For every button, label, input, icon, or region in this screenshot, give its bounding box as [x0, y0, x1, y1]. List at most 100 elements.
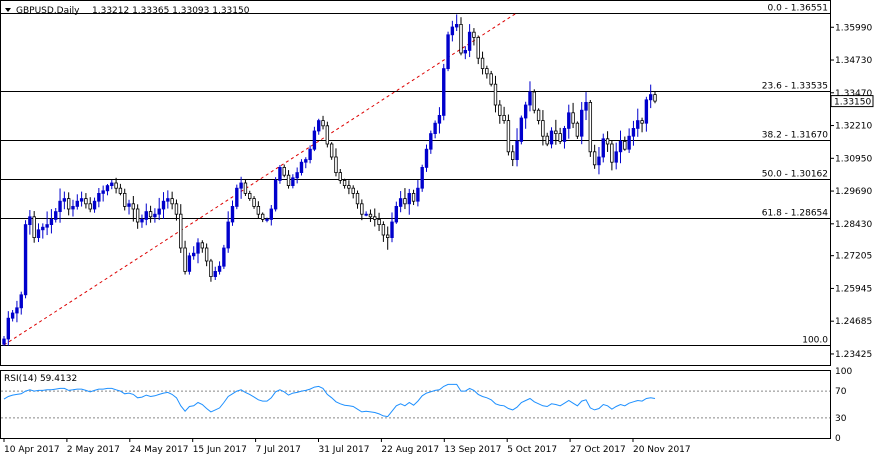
- candle: [644, 96, 649, 132]
- candle-body: [291, 177, 295, 187]
- candle-body: [41, 226, 45, 231]
- candle-body: [75, 200, 79, 207]
- candle: [454, 14, 459, 31]
- candle: [554, 119, 558, 145]
- price-panel-frame: [0, 0, 831, 366]
- candle: [153, 208, 157, 223]
- candle: [123, 188, 127, 211]
- candle: [256, 201, 261, 219]
- candle-body: [317, 120, 321, 132]
- rsi-line: [3, 383, 656, 418]
- candle-body: [312, 130, 317, 150]
- candle-body: [49, 218, 54, 225]
- candle: [648, 84, 653, 109]
- candle-body: [342, 179, 347, 186]
- candle-body: [170, 198, 174, 205]
- candle-body: [347, 185, 351, 189]
- candle: [282, 164, 286, 178]
- candle: [360, 199, 364, 221]
- candle-body: [213, 270, 217, 277]
- rsi-tick-label: 100: [835, 367, 852, 377]
- candle: [489, 70, 493, 87]
- candle: [312, 126, 317, 152]
- candle: [105, 183, 110, 196]
- candle-body: [640, 120, 644, 124]
- candle: [450, 20, 455, 42]
- candle: [347, 180, 351, 195]
- candle: [472, 28, 476, 46]
- candle-body: [204, 247, 209, 262]
- rsi-panel[interactable]: RSI(14) 59.4132: [0, 370, 831, 439]
- candle-body: [148, 211, 153, 218]
- candle: [304, 157, 308, 169]
- candle: [463, 46, 467, 60]
- candle-body: [144, 211, 148, 220]
- candle-body: [79, 198, 84, 202]
- rsi-tick-label: 0: [835, 434, 841, 444]
- candle-body: [183, 247, 187, 272]
- candle: [580, 101, 584, 145]
- candle: [476, 35, 480, 65]
- triangle-down-icon[interactable]: [5, 8, 11, 12]
- candle: [398, 191, 403, 213]
- candle: [252, 196, 256, 209]
- candle-body: [636, 120, 640, 129]
- candle: [610, 140, 614, 171]
- candle-body: [256, 205, 261, 215]
- candle: [351, 185, 355, 199]
- price-panel[interactable]: 0.0 - 1.36551 23.6 - 1.33535 38.2 - 1.3167…: [0, 0, 831, 366]
- candle-body: [131, 203, 136, 210]
- time-tick-label: 22 Aug 2017: [381, 445, 439, 455]
- candle: [204, 243, 209, 267]
- candle-body: [437, 115, 442, 124]
- candle-body: [558, 133, 562, 142]
- candle: [575, 121, 580, 139]
- candle-body: [10, 312, 15, 319]
- candle-body: [23, 224, 28, 296]
- candle-body: [493, 83, 498, 106]
- fib-label: 50.0 - 1.30162: [762, 170, 828, 180]
- candle-body: [295, 172, 299, 179]
- candle: [614, 142, 618, 170]
- candle-body: [454, 23, 459, 28]
- candle-body: [235, 187, 239, 207]
- candle: [248, 190, 252, 201]
- candle-body: [92, 200, 97, 210]
- candle-body: [450, 26, 455, 36]
- candle: [2, 336, 6, 346]
- candle: [10, 310, 15, 322]
- candle: [157, 197, 161, 221]
- candle: [605, 131, 610, 152]
- candle: [260, 212, 265, 223]
- price-tick-label: 1.23425: [835, 350, 872, 360]
- candle-body: [476, 37, 480, 59]
- candle: [79, 191, 84, 207]
- candle: [584, 92, 588, 121]
- candle: [183, 240, 187, 275]
- candle: [588, 99, 593, 157]
- time-tick-label: 24 May 2017: [130, 445, 189, 455]
- candle-body: [36, 229, 41, 239]
- candle-body: [334, 156, 338, 173]
- time-tick-label: 15 Jun 2017: [193, 445, 247, 455]
- price-tick-label: 1.32210: [835, 122, 872, 132]
- candle-body: [127, 203, 131, 207]
- price-tick-label: 1.35990: [835, 23, 872, 33]
- candle: [334, 148, 338, 177]
- candle-body: [114, 182, 118, 189]
- price-axis[interactable]: 1.35990 1.34730 1.33470 1.32210 1.30950 1.296…: [830, 23, 872, 360]
- candle-body: [562, 127, 567, 142]
- time-axis[interactable]: 10 Apr 2017 2 May 2017 24 May 2017 15 Jun 2…: [3, 438, 691, 455]
- candle-body: [648, 94, 653, 101]
- candle-body: [308, 148, 312, 160]
- candle-body: [515, 140, 519, 160]
- candle-body: [325, 125, 330, 145]
- candle-body: [243, 182, 248, 194]
- candle-body: [485, 68, 489, 75]
- candle: [161, 192, 166, 219]
- candle: [114, 177, 118, 194]
- candle: [325, 121, 330, 148]
- candle: [170, 191, 174, 210]
- candle: [511, 145, 515, 167]
